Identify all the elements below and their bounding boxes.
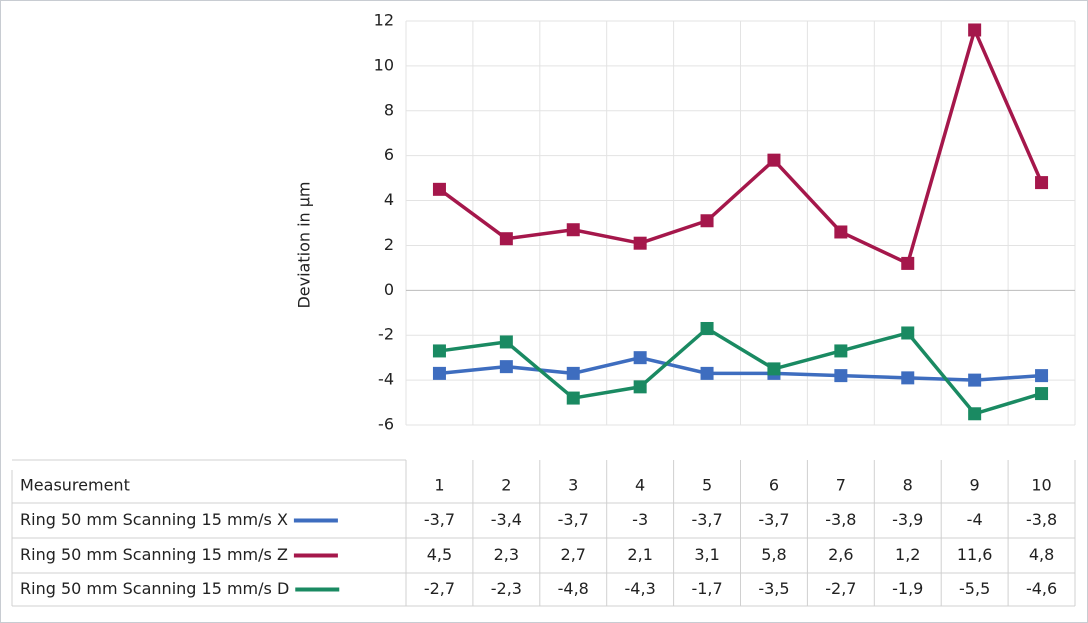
- marker: [499, 360, 513, 374]
- y-tick-label: 6: [384, 145, 394, 164]
- table-value: -1,9: [892, 579, 923, 598]
- series-line: [438, 24, 1044, 266]
- marker: [767, 362, 781, 376]
- y-tick-label: -4: [378, 370, 394, 389]
- table-value: -4,3: [625, 579, 656, 598]
- marker: [566, 391, 580, 405]
- table-value: -3,7: [758, 510, 789, 529]
- marker: [432, 182, 446, 196]
- table-value: 2,3: [494, 545, 519, 564]
- marker: [499, 335, 513, 349]
- table-value: -2,7: [825, 579, 856, 598]
- marker: [499, 232, 513, 246]
- y-tick-label: 4: [384, 190, 394, 209]
- x-tick-label: 6: [769, 476, 779, 495]
- marker: [901, 326, 915, 340]
- table-value: 2,6: [828, 545, 853, 564]
- marker: [767, 153, 781, 167]
- x-tick-label: 9: [970, 476, 980, 495]
- table-value: -2,7: [424, 579, 455, 598]
- table-value: -3,8: [825, 510, 856, 529]
- legend-label: Ring 50 mm Scanning 15 mm/s X: [20, 510, 288, 529]
- y-tick-label: 12: [374, 11, 394, 30]
- y-tick-label: 0: [384, 280, 394, 299]
- table-value: -4,8: [558, 579, 589, 598]
- marker: [566, 223, 580, 237]
- table-value: -3,5: [758, 579, 789, 598]
- table-value: 3,1: [694, 545, 719, 564]
- table-value: 4,5: [427, 545, 452, 564]
- marker: [968, 407, 982, 421]
- table-value: 2,7: [561, 545, 586, 564]
- marker: [834, 225, 848, 239]
- table-value: -3,8: [1026, 510, 1057, 529]
- marker: [901, 371, 915, 385]
- table-value: -1,7: [691, 579, 722, 598]
- x-tick-label: 7: [836, 476, 846, 495]
- table-value: 11,6: [957, 545, 993, 564]
- marker: [566, 366, 580, 380]
- y-tick-label: 8: [384, 100, 394, 119]
- table-value: 1,2: [895, 545, 920, 564]
- marker: [1035, 369, 1049, 383]
- x-tick-label: 4: [635, 476, 645, 495]
- marker: [633, 236, 647, 250]
- x-tick-label: 10: [1031, 476, 1051, 495]
- table-value: -3,4: [491, 510, 522, 529]
- marker: [968, 373, 982, 387]
- marker: [432, 344, 446, 358]
- marker: [834, 344, 848, 358]
- y-tick-label: -6: [378, 415, 394, 434]
- table-value: -3,7: [691, 510, 722, 529]
- series-line: [439, 326, 1043, 416]
- table-header: Measurement: [20, 476, 130, 495]
- y-tick-label: -2: [378, 325, 394, 344]
- table-value: -3,9: [892, 510, 923, 529]
- marker: [432, 366, 446, 380]
- x-tick-label: 1: [434, 476, 444, 495]
- marker: [1035, 387, 1049, 401]
- table-value: -5,5: [959, 579, 990, 598]
- marker: [700, 214, 714, 228]
- marker: [633, 351, 647, 365]
- y-tick-label: 10: [374, 55, 394, 74]
- x-tick-label: 5: [702, 476, 712, 495]
- legend-label: Ring 50 mm Scanning 15 mm/s D: [20, 579, 289, 598]
- legend-label: Ring 50 mm Scanning 15 mm/s Z: [20, 545, 288, 564]
- table-value: 5,8: [761, 545, 786, 564]
- table-value: -4: [967, 510, 983, 529]
- table-value: 2,1: [627, 545, 652, 564]
- x-tick-label: 2: [501, 476, 511, 495]
- marker: [901, 256, 915, 270]
- marker: [700, 366, 714, 380]
- table-value: -3,7: [558, 510, 589, 529]
- table-value: -2,3: [491, 579, 522, 598]
- table-value: 4,8: [1029, 545, 1054, 564]
- table-value: -3: [632, 510, 648, 529]
- marker: [1035, 176, 1049, 190]
- marker: [834, 369, 848, 383]
- y-tick-label: 2: [384, 235, 394, 254]
- marker: [700, 321, 714, 335]
- y-axis-label: Deviation in µm: [295, 181, 314, 308]
- marker: [633, 380, 647, 394]
- marker: [968, 23, 982, 37]
- x-tick-label: 3: [568, 476, 578, 495]
- table-value: -3,7: [424, 510, 455, 529]
- x-tick-label: 8: [903, 476, 913, 495]
- table-value: -4,6: [1026, 579, 1057, 598]
